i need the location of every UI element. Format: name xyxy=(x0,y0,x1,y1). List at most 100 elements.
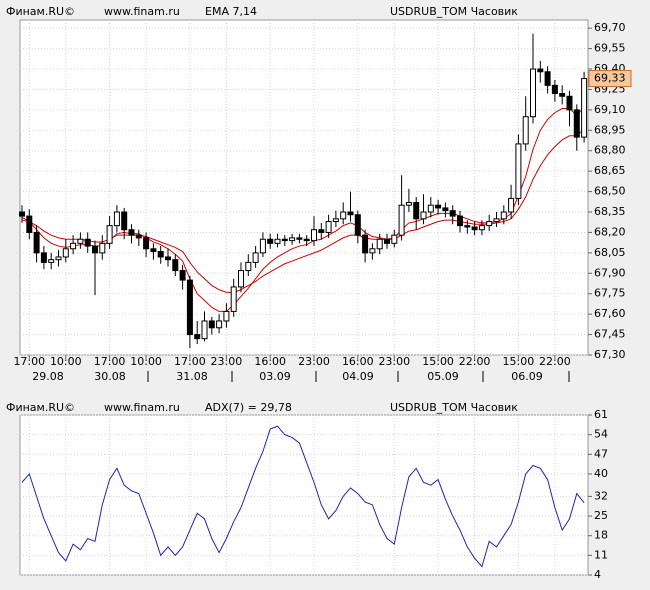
candle-body xyxy=(398,204,405,236)
candle-body xyxy=(537,68,544,73)
plot-area xyxy=(19,19,589,356)
last-price-box xyxy=(588,70,632,88)
candle-body xyxy=(391,234,398,244)
candle-body xyxy=(194,334,201,340)
adx-line xyxy=(21,425,585,568)
candle-body xyxy=(77,238,84,244)
candle-body xyxy=(274,238,281,244)
x-tick-label: 17:00 xyxy=(174,355,206,368)
candle-body xyxy=(530,68,536,118)
candle-body xyxy=(449,210,456,217)
x-tick-label: 22:00 xyxy=(539,355,571,368)
candle-body xyxy=(165,256,171,261)
candle-body xyxy=(325,221,332,233)
site: www.finam.ru xyxy=(104,401,180,414)
y-tick-label: 47 xyxy=(594,447,608,460)
y-tick-label: 25 xyxy=(594,509,608,522)
y-tick-label: 68,05 xyxy=(594,246,626,259)
candle-body xyxy=(471,226,478,231)
candle-body xyxy=(332,218,339,223)
candle-body xyxy=(340,211,347,220)
y-tick-label: 4 xyxy=(594,568,601,581)
candle-body xyxy=(405,201,412,206)
candle-body xyxy=(33,231,40,254)
plot-area xyxy=(19,414,589,576)
y-tick-label: 67,30 xyxy=(594,348,626,361)
x-tick-label: 23:00 xyxy=(378,355,410,368)
candle-body xyxy=(318,229,325,233)
candle-body xyxy=(238,270,244,288)
chart-title: USDRUB_TOM Часовик xyxy=(390,5,518,18)
candle-body xyxy=(296,237,303,240)
candle-body xyxy=(413,201,420,220)
candle-body xyxy=(84,238,91,247)
candle-body xyxy=(157,251,164,258)
y-tick-label: 69,70 xyxy=(594,21,626,34)
candle-body xyxy=(150,248,157,253)
date-label: 30.08 xyxy=(94,370,126,383)
candle-body xyxy=(566,95,573,111)
x-tick-label: 23:00 xyxy=(298,355,330,368)
y-tick-label: 11 xyxy=(594,548,608,561)
candle-body xyxy=(289,237,296,242)
y-tick-label: 68,50 xyxy=(594,185,626,198)
candle-body xyxy=(347,211,354,216)
source: Финам.RU© xyxy=(6,401,75,414)
candle-body xyxy=(223,310,230,322)
date-label: 31.08 xyxy=(176,370,208,383)
candle-body xyxy=(245,261,252,272)
x-tick-label: 16:00 xyxy=(342,355,374,368)
candle-body xyxy=(559,93,566,97)
y-tick-label: 67,75 xyxy=(594,287,626,300)
candle-body xyxy=(208,320,215,329)
candle-body xyxy=(48,259,55,263)
candle-body xyxy=(259,238,266,254)
x-tick-label: 15:00 xyxy=(503,355,535,368)
candle-body xyxy=(551,84,558,95)
y-tick-label: 68,65 xyxy=(594,164,626,177)
candle-body xyxy=(19,211,25,217)
candle-body xyxy=(515,143,522,199)
x-tick-label: 16:00 xyxy=(254,355,286,368)
chart-title: USDRUB_TOM Часовик xyxy=(390,401,518,414)
candle-body xyxy=(508,197,515,213)
y-tick-label: 69,10 xyxy=(594,103,626,116)
date-label: 29.08 xyxy=(32,370,64,383)
candle-body xyxy=(493,218,500,223)
candle-body xyxy=(369,248,376,254)
x-tick-label: 23:00 xyxy=(211,355,243,368)
candle-body xyxy=(544,71,551,86)
y-tick-label: 68,95 xyxy=(594,123,626,136)
y-tick-label: 18 xyxy=(594,529,608,542)
site: www.finam.ru xyxy=(104,5,180,18)
candle-body xyxy=(281,238,288,242)
y-tick-label: 32 xyxy=(594,489,608,502)
candle-body xyxy=(311,229,317,242)
candle-body xyxy=(362,234,369,254)
candle-body xyxy=(92,245,98,254)
date-label: 03.09 xyxy=(259,370,291,383)
candle-body xyxy=(522,116,529,145)
y-tick-label: 69,55 xyxy=(594,42,626,55)
y-tick-label: 67,60 xyxy=(594,307,626,320)
candle-body xyxy=(186,279,193,336)
source: Финам.RU© xyxy=(6,5,75,18)
candle-body xyxy=(354,214,361,236)
candle-body xyxy=(376,238,383,250)
y-tick-label: 54 xyxy=(594,428,608,441)
candle-body xyxy=(435,204,442,209)
candle-body xyxy=(267,238,274,244)
candle-body xyxy=(427,204,434,213)
candle-body xyxy=(478,225,485,231)
x-tick-label: 17:00 xyxy=(13,355,45,368)
candle-body xyxy=(128,229,135,236)
y-tick-label: 67,45 xyxy=(594,328,626,341)
candle-body xyxy=(143,237,150,250)
candle-body xyxy=(26,215,33,233)
candle-body xyxy=(581,78,588,138)
x-tick-label: 10:00 xyxy=(50,355,82,368)
y-tick-label: 67,90 xyxy=(594,266,626,279)
candle-body xyxy=(486,221,493,227)
candle-body xyxy=(420,211,427,220)
